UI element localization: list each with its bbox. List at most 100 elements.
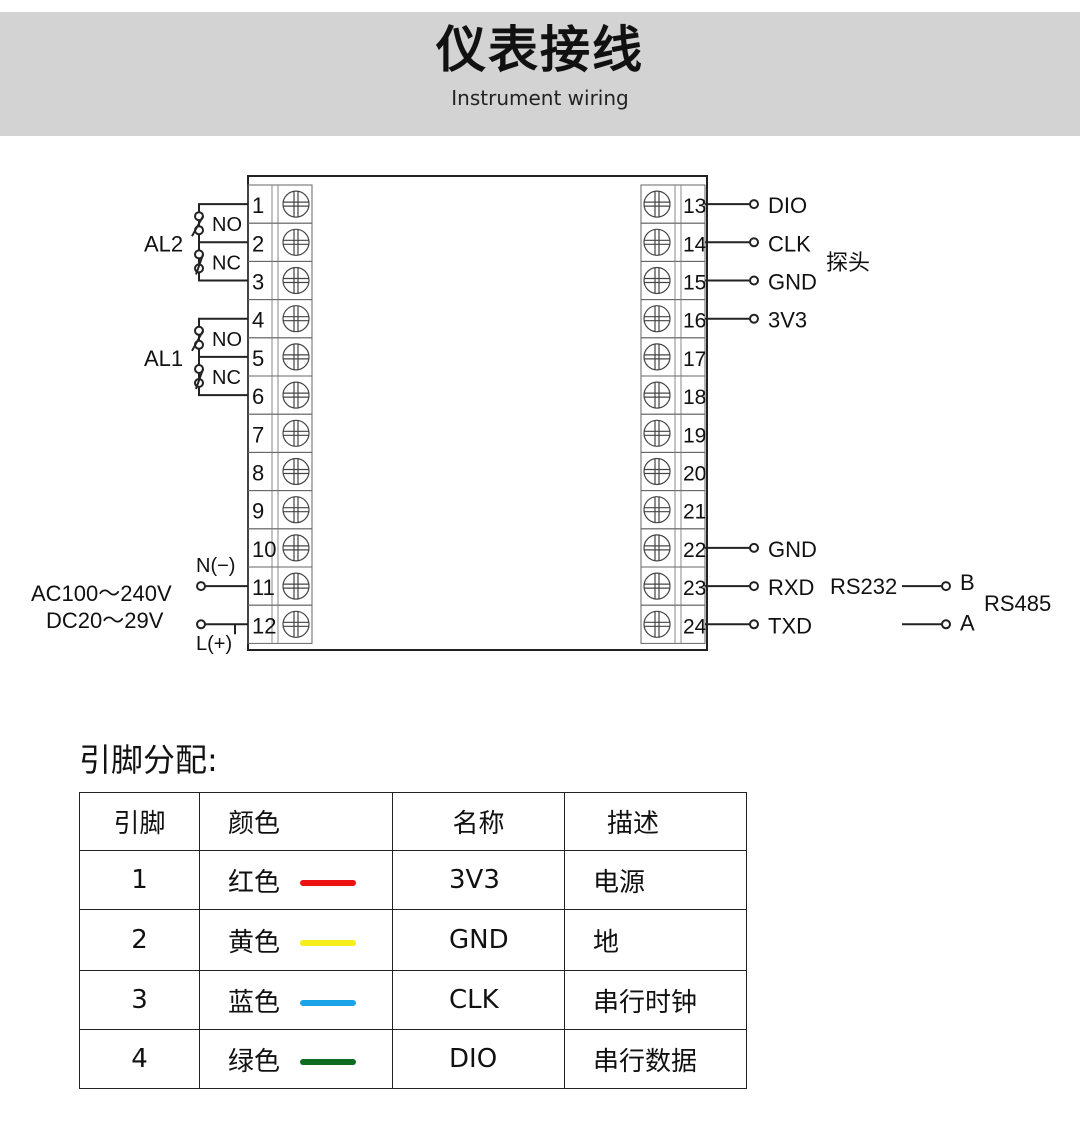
terminal-point bbox=[749, 542, 759, 553]
signal-name: GND bbox=[449, 925, 509, 955]
screw-cross bbox=[644, 458, 670, 485]
pin-number: 3 bbox=[131, 985, 148, 1015]
screw-cross bbox=[283, 267, 309, 294]
screw-icon bbox=[282, 496, 310, 524]
wire-color-swatch bbox=[300, 1000, 357, 1006]
probe-label: 探头 bbox=[826, 250, 870, 275]
page-title: 仪表接线 bbox=[436, 21, 644, 79]
header-name: 名称 bbox=[392, 792, 565, 851]
screw-icon bbox=[282, 457, 310, 486]
color-label: 黄色 bbox=[228, 927, 281, 958]
signal-description: 电源 bbox=[593, 867, 646, 898]
screw-icon bbox=[282, 610, 310, 638]
signal-description: 串行时钟 bbox=[593, 987, 698, 1018]
screw-cross bbox=[283, 191, 309, 218]
screw-cross bbox=[283, 305, 309, 332]
label-gnd: GND bbox=[768, 270, 817, 295]
screw-icon bbox=[643, 419, 671, 447]
screw-cross bbox=[644, 496, 670, 523]
terminal-point bbox=[749, 275, 759, 286]
terminal-number-5: 5 bbox=[252, 346, 264, 371]
screw-icon bbox=[282, 266, 310, 295]
terminal-number-2: 2 bbox=[252, 231, 264, 256]
screw-cross bbox=[283, 420, 309, 447]
terminal-number-19: 19 bbox=[683, 424, 706, 447]
pin-cell: 1 bbox=[79, 850, 200, 910]
screw-cross bbox=[283, 611, 309, 638]
wire-color-swatch bbox=[300, 1059, 357, 1065]
normally-closed-contact bbox=[195, 254, 204, 275]
rs485-label: RS485 bbox=[984, 591, 1051, 616]
name-cell: GND bbox=[392, 909, 565, 971]
signal-name: 3V3 bbox=[449, 865, 500, 895]
rs485-a-label: A bbox=[960, 610, 975, 635]
contact-label: NO bbox=[212, 214, 242, 236]
pin-table-title: 引脚分配: bbox=[79, 741, 218, 779]
header-pin: 引脚 bbox=[79, 792, 200, 851]
header-color: 颜色 bbox=[199, 792, 393, 851]
screw-cross bbox=[283, 343, 309, 370]
screw-icon bbox=[643, 457, 671, 486]
table-header-row: 引脚 颜色 名称 描述 bbox=[79, 792, 747, 851]
terminal-number-20: 20 bbox=[683, 463, 706, 486]
wire-color-swatch bbox=[300, 880, 357, 886]
screw-icon bbox=[643, 305, 671, 333]
pin-number: 4 bbox=[131, 1044, 148, 1074]
color-cell: 蓝色 bbox=[199, 970, 393, 1030]
terminal-number-15: 15 bbox=[683, 272, 706, 295]
screw-cross bbox=[644, 420, 670, 447]
terminal-point bbox=[941, 619, 951, 630]
color-cell: 绿色 bbox=[199, 1029, 393, 1089]
screw-cross bbox=[644, 534, 670, 561]
screw-cross bbox=[644, 382, 670, 409]
color-cell: 黄色 bbox=[199, 909, 393, 971]
contact-label: NC bbox=[212, 252, 241, 274]
contact-label: NC bbox=[212, 367, 241, 389]
desc-cell: 电源 bbox=[564, 850, 747, 910]
table-row: 4 绿色 DIO 串行数据 bbox=[79, 1029, 747, 1089]
label-rxd: RXD bbox=[768, 575, 814, 600]
terminal-number-9: 9 bbox=[252, 499, 264, 524]
screw-icon bbox=[282, 572, 310, 600]
table-row: 2 黄色 GND 地 bbox=[79, 909, 747, 971]
ac-voltage-label: AC100～240V bbox=[31, 581, 172, 606]
relay-wiring bbox=[198, 203, 248, 282]
screw-cross bbox=[283, 458, 309, 485]
signal-description: 串行数据 bbox=[593, 1046, 698, 1077]
screw-icon bbox=[643, 572, 671, 600]
terminal-number-24: 24 bbox=[683, 615, 707, 638]
screw-icon bbox=[282, 305, 310, 333]
table-row: 1 红色 3V3 电源 bbox=[79, 850, 747, 910]
wire-color-swatch bbox=[300, 940, 357, 946]
terminal-point bbox=[749, 199, 759, 210]
terminal-number-23: 23 bbox=[683, 577, 706, 600]
terminal-number-4: 4 bbox=[252, 308, 264, 333]
screw-icon bbox=[282, 381, 310, 409]
meter-body bbox=[247, 175, 708, 651]
rs485-b-label: B bbox=[960, 570, 975, 595]
terminal-number-7: 7 bbox=[252, 422, 264, 447]
screw-cross bbox=[644, 267, 670, 294]
dc-voltage-label: DC20～29V bbox=[46, 608, 164, 633]
pin-number: 1 bbox=[131, 865, 148, 895]
pin-cell: 2 bbox=[79, 909, 200, 971]
terminal-number-13: 13 bbox=[683, 195, 706, 218]
terminal-number-22: 22 bbox=[683, 539, 706, 562]
label-dio: DIO bbox=[768, 193, 807, 218]
wire bbox=[205, 623, 248, 635]
signal-name: CLK bbox=[449, 985, 499, 1015]
desc-cell: 串行时钟 bbox=[564, 970, 747, 1030]
normally-open-contact bbox=[191, 330, 204, 352]
color-label: 绿色 bbox=[228, 1046, 281, 1077]
terminal-number-14: 14 bbox=[683, 233, 707, 256]
screw-icon bbox=[643, 610, 671, 638]
line-label: L(+) bbox=[196, 633, 232, 655]
terminal-number-17: 17 bbox=[683, 348, 706, 371]
screw-cross bbox=[644, 573, 670, 600]
header-desc: 描述 bbox=[564, 792, 747, 851]
screw-icon bbox=[282, 343, 310, 371]
color-cell: 红色 bbox=[199, 850, 393, 910]
normally-closed-contact bbox=[195, 368, 204, 390]
terminal-point bbox=[749, 237, 759, 248]
screw-icon bbox=[282, 190, 310, 218]
